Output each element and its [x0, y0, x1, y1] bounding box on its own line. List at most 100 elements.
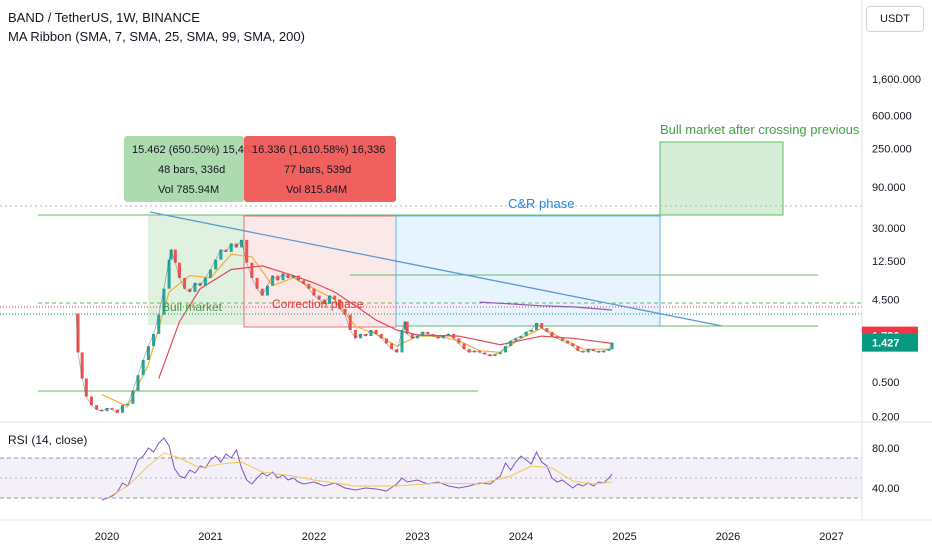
price-candle	[188, 288, 192, 292]
price-candle	[255, 277, 259, 289]
label-correction-phase: Correction phase	[272, 297, 364, 311]
price-candle	[452, 333, 456, 339]
currency-button[interactable]: USDT	[866, 6, 924, 32]
rsi-pane	[0, 437, 862, 501]
price-candle	[514, 338, 518, 341]
measure-green-line2: 48 bars, 336d	[158, 164, 225, 176]
price-candle	[177, 262, 181, 278]
price-candle	[472, 350, 476, 353]
price-candle	[591, 349, 595, 351]
price-candle	[607, 349, 611, 351]
price-candle	[105, 408, 109, 412]
time-tick-label: 2027	[819, 531, 843, 543]
price-candle	[426, 331, 430, 334]
annotation-layer: 15.462 (650.50%) 15,462 48 bars, 336d Vo…	[124, 122, 860, 314]
price-candle	[260, 288, 264, 296]
price-candle	[100, 409, 104, 412]
price-candle	[296, 275, 300, 281]
rsi-tick-label: 40.00	[872, 483, 900, 495]
time-tick-label: 2022	[302, 531, 326, 543]
rsi-tick-label: 80.00	[872, 443, 900, 455]
price-candle	[571, 343, 575, 347]
price-candle	[271, 275, 275, 286]
price-candle	[198, 282, 202, 286]
price-candle	[115, 409, 119, 413]
price-candle	[141, 359, 145, 376]
price-candle	[400, 329, 404, 353]
price-candle	[509, 340, 513, 347]
price-candle	[167, 259, 171, 289]
time-tick-label: 2025	[612, 531, 636, 543]
price-candle	[110, 408, 114, 410]
price-candle	[328, 295, 332, 304]
price-candle	[416, 336, 419, 339]
price-candle	[245, 239, 249, 263]
ma-line	[479, 301, 613, 311]
label-bull-market: Bull market	[162, 300, 223, 314]
price-candle	[566, 340, 570, 344]
rsi-axis[interactable]: 80.00 40.00	[872, 443, 900, 495]
price-candle	[307, 283, 311, 289]
price-candle	[379, 333, 383, 339]
price-candle	[343, 308, 347, 315]
price-candle	[219, 249, 223, 260]
price-candle	[540, 323, 544, 329]
price-candle	[173, 249, 177, 263]
time-axis[interactable]: 2020 2021 2022 2023 2024 2025 2026 2027	[95, 531, 844, 543]
price-tick-label: 1,600.000	[872, 74, 921, 86]
price-tick-label: 600.000	[872, 111, 912, 123]
price-candle	[550, 331, 554, 337]
correction-zone	[243, 215, 397, 328]
bull-target-zone	[659, 141, 784, 216]
price-candle	[338, 299, 342, 309]
time-tick-label: 2026	[716, 531, 740, 543]
price-tick-label: 250.000	[872, 144, 912, 156]
price-candle	[384, 338, 388, 344]
price-candle	[421, 331, 425, 337]
price-candle	[84, 378, 88, 397]
price-candle	[390, 343, 394, 350]
price-candle	[431, 333, 435, 337]
price-candle	[89, 396, 93, 406]
price-candle	[209, 269, 212, 278]
price-candle	[498, 352, 502, 355]
price-candle	[126, 403, 130, 406]
price-label-text: 1.427	[872, 338, 900, 350]
price-candle	[364, 333, 368, 337]
price-labels: 1.7201.427	[862, 326, 918, 352]
price-tick-label: 30.000	[872, 223, 906, 235]
time-tick-label: 2020	[95, 531, 119, 543]
price-candle	[317, 295, 321, 300]
price-candle	[529, 329, 533, 332]
price-candle	[447, 333, 451, 337]
price-candle	[441, 336, 445, 339]
price-candle	[576, 346, 580, 351]
price-candle	[503, 346, 507, 353]
price-candle	[162, 288, 166, 315]
measure-box-red	[244, 136, 396, 202]
indicator-legend[interactable]: MA Ribbon (SMA, 7, SMA, 25, SMA, 99, SMA…	[8, 29, 305, 44]
price-candle	[524, 331, 528, 337]
price-line	[75, 239, 613, 414]
price-candle	[610, 342, 614, 350]
downtrend-line	[149, 211, 723, 327]
price-axis[interactable]: 1,600.000 600.000 250.000 90.000 30.000 12.50…	[872, 74, 921, 424]
price-candle	[462, 343, 466, 350]
drawing-layer	[0, 141, 862, 392]
rsi-ma-line	[106, 452, 613, 499]
price-candle	[369, 329, 373, 337]
price-candle	[322, 299, 326, 304]
ma-line	[158, 265, 613, 379]
price-candle	[353, 329, 357, 339]
price-candle	[483, 352, 487, 355]
price-candle	[359, 333, 363, 339]
price-candle	[276, 275, 280, 281]
rsi-legend[interactable]: RSI (14, close)	[8, 433, 88, 447]
measure-green-line1: 15.462 (650.50%) 15,462	[132, 144, 256, 156]
price-candle	[457, 338, 461, 344]
price-candle	[240, 239, 244, 248]
rsi-line	[101, 437, 613, 501]
price-candle	[146, 346, 150, 360]
price-candle	[436, 336, 440, 339]
